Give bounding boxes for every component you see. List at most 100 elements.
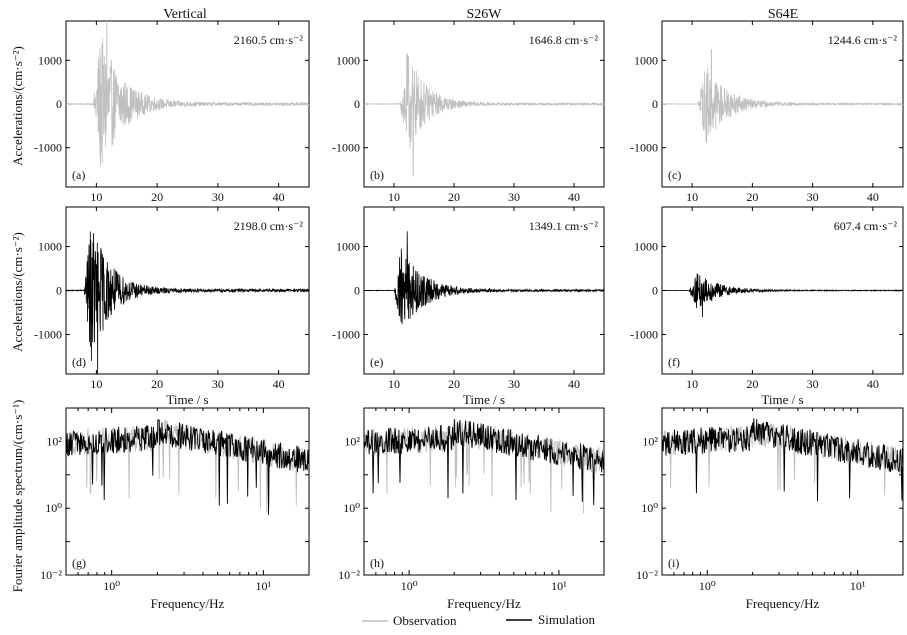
peak-label: 2160.5 cm·s⁻² <box>234 33 304 47</box>
y-tick-label: -1000 <box>630 141 658 155</box>
x-tick-label: 10 <box>90 377 102 391</box>
y-tick-label: 10⁻² <box>40 568 62 582</box>
x-tick-label: 10¹ <box>551 579 567 593</box>
x-tick-label: 30 <box>807 190 819 204</box>
y-tick-label: 1000 <box>634 53 658 67</box>
series-simulation <box>66 419 309 516</box>
x-tick-label: 10¹ <box>256 579 272 593</box>
panel-letter: (c) <box>668 168 681 182</box>
x-axis-label: Time / s <box>463 392 505 407</box>
y-tick-label: 0 <box>56 97 62 111</box>
ylabel-row-fourier: Fourier amplitude spectrum/(cm·s⁻¹) <box>10 400 25 593</box>
y-tick-label: 1000 <box>336 240 360 254</box>
series-observation <box>364 53 604 177</box>
x-tick-label: 40 <box>568 190 580 204</box>
series-simulation <box>662 273 903 318</box>
y-tick-label: 10² <box>642 434 658 448</box>
x-tick-label: 40 <box>867 377 879 391</box>
legend-label-observation: Observation <box>393 613 457 628</box>
panel-b: 10 20 30 40 -1000 0 1000 1646.8 cm·s⁻² (b) <box>332 20 605 204</box>
y-tick-label: 0 <box>652 97 658 111</box>
panel-letter: (e) <box>370 355 383 369</box>
peak-label: 1349.1 cm·s⁻² <box>529 219 599 233</box>
y-tick-label: 1000 <box>634 240 658 254</box>
series-observation <box>66 21 309 167</box>
series-simulation <box>66 231 309 374</box>
x-tick-label: 10 <box>686 190 698 204</box>
x-axis-label: Frequency/Hz <box>151 596 225 611</box>
column-title-s26w: S26W <box>467 7 503 22</box>
y-tick-label: 0 <box>652 284 658 298</box>
y-tick-label: 10⁻² <box>338 568 360 582</box>
panel-letter: (b) <box>370 168 384 182</box>
y-tick-label: 0 <box>354 97 360 111</box>
x-tick-label: 40 <box>273 190 285 204</box>
y-tick-label: -1000 <box>34 141 62 155</box>
y-tick-label: 10⁰ <box>45 501 62 515</box>
y-tick-label: 10⁻² <box>636 568 658 582</box>
x-tick-label: 10⁰ <box>401 579 418 593</box>
panel-letter: (f) <box>668 355 680 369</box>
panel-letter: (h) <box>370 556 384 570</box>
ylabel-row-simulated-accel: Accelerations/(cm·s⁻²) <box>10 232 25 352</box>
series-observation <box>662 423 903 496</box>
peak-label: 607.4 cm·s⁻² <box>834 219 898 233</box>
x-tick-label: 30 <box>212 190 224 204</box>
series-simulation <box>662 418 903 502</box>
x-axis-label: Frequency/Hz <box>447 596 521 611</box>
x-axis-label: Time / s <box>166 392 208 407</box>
ylabel-row-observed-accel: Accelerations/(cm·s⁻²) <box>10 46 25 166</box>
panel-g: 10⁰ 10¹ 10⁻² 10⁰ 10² (g) Frequency/Hz <box>40 407 310 611</box>
x-tick-label: 30 <box>212 377 224 391</box>
x-tick-label: 40 <box>867 190 879 204</box>
x-tick-label: 20 <box>448 377 460 391</box>
panel-h: 10⁰ 10¹ 10⁻² 10⁰ 10² (h) Frequency/Hz <box>338 407 605 611</box>
panel-frame <box>661 407 904 576</box>
panel-frame <box>65 407 310 576</box>
legend-label-simulation: Simulation <box>538 612 596 627</box>
column-title-vertical: Vertical <box>163 7 207 22</box>
x-tick-label: 30 <box>508 377 520 391</box>
x-axis-label: Frequency/Hz <box>746 596 820 611</box>
y-tick-label: -1000 <box>34 327 62 341</box>
panel-e: 10 20 30 40 -1000 0 1000 1349.1 cm·s⁻² (e) Time /… <box>332 206 605 407</box>
column-title-s64e: S64E <box>768 7 798 22</box>
series-simulation <box>364 419 604 506</box>
x-tick-label: 30 <box>508 190 520 204</box>
x-tick-label: 30 <box>807 377 819 391</box>
x-tick-label: 20 <box>746 377 758 391</box>
panel-a: 10 20 30 40 -1000 0 1000 2160.5 cm·s⁻² (a) <box>34 20 310 204</box>
y-tick-label: -1000 <box>332 327 360 341</box>
peak-label: 1244.6 cm·s⁻² <box>828 33 898 47</box>
x-tick-label: 10¹ <box>850 579 866 593</box>
y-tick-label: 0 <box>354 284 360 298</box>
y-tick-label: -1000 <box>332 141 360 155</box>
y-tick-label: 10⁰ <box>343 501 360 515</box>
panel-c: 10 20 30 40 -1000 0 1000 1244.6 cm·s⁻² (c) <box>630 20 904 204</box>
y-tick-label: 1000 <box>38 53 62 67</box>
panel-letter: (d) <box>72 355 86 369</box>
y-tick-label: 0 <box>56 284 62 298</box>
peak-label: 1646.8 cm·s⁻² <box>529 33 599 47</box>
panel-d: 10 20 30 40 -1000 0 1000 2198.0 cm·s⁻² (d) Time /… <box>34 206 310 407</box>
x-tick-label: 40 <box>568 377 580 391</box>
y-tick-label: 10² <box>46 434 62 448</box>
y-tick-label: 1000 <box>336 53 360 67</box>
x-tick-label: 10⁰ <box>699 579 716 593</box>
y-tick-label: 1000 <box>38 240 62 254</box>
peak-label: 2198.0 cm·s⁻² <box>234 219 304 233</box>
x-tick-label: 40 <box>273 377 285 391</box>
x-tick-label: 20 <box>448 190 460 204</box>
panel-letter: (i) <box>668 556 679 570</box>
x-tick-label: 20 <box>746 190 758 204</box>
x-tick-label: 10⁰ <box>103 579 120 593</box>
x-tick-label: 20 <box>151 377 163 391</box>
series-simulation <box>364 231 604 325</box>
y-tick-label: 10⁰ <box>641 501 658 515</box>
x-tick-label: 10 <box>90 190 102 204</box>
panel-letter: (a) <box>72 168 85 182</box>
x-tick-label: 10 <box>686 377 698 391</box>
x-tick-label: 10 <box>388 377 400 391</box>
